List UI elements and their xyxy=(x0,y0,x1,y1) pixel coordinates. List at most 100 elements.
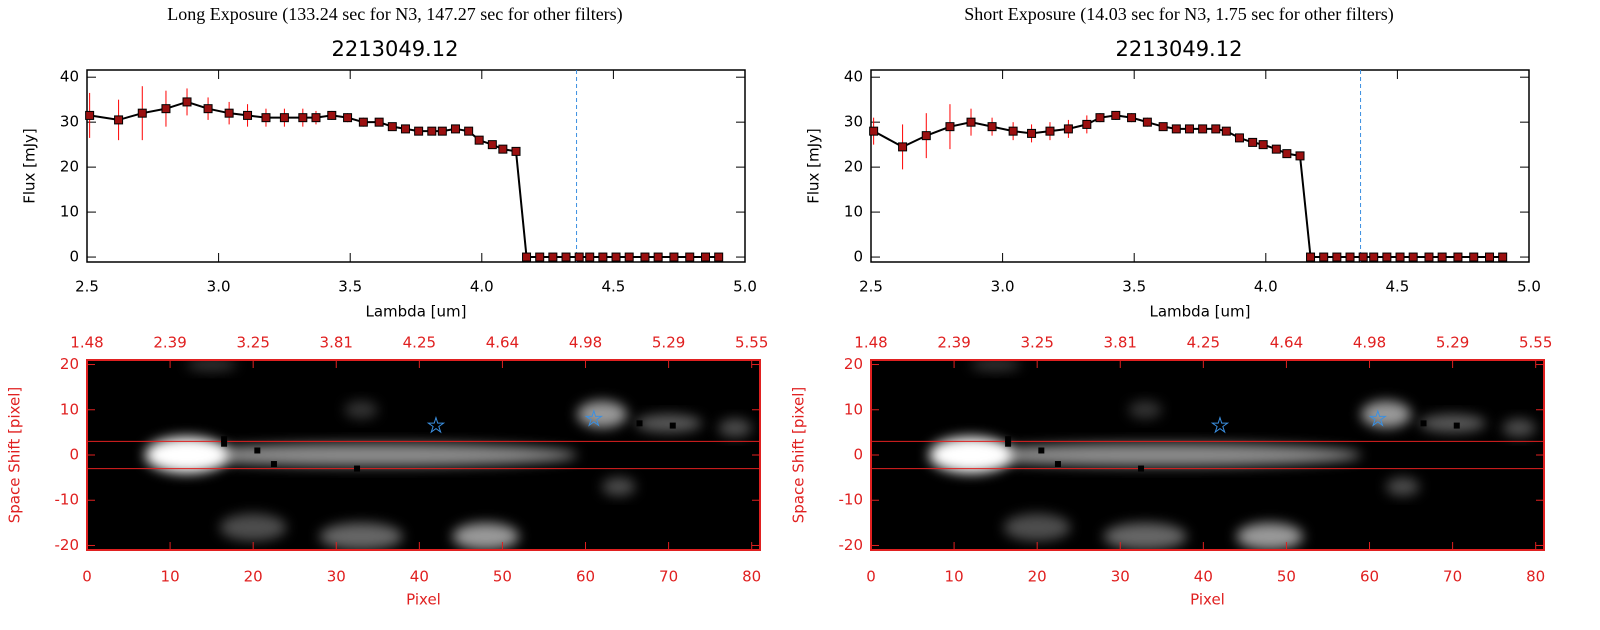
data-point xyxy=(1234,133,1244,143)
x2-tick-label: 4.25 xyxy=(403,334,436,352)
data-point xyxy=(427,126,437,136)
x-tick-label: 0 xyxy=(82,568,92,586)
image-blob xyxy=(970,360,1021,372)
data-point xyxy=(1498,252,1508,262)
y-tick-label: -20 xyxy=(839,536,864,554)
data-point xyxy=(358,117,368,127)
data-point xyxy=(1198,124,1208,134)
y-tick-label: 10 xyxy=(844,400,863,418)
spectrum-line xyxy=(873,114,1503,259)
chart-title: Long Exposure (133.24 sec for N3, 147.27… xyxy=(167,4,622,25)
image-blob xyxy=(452,522,520,550)
x-tick-label: 3.0 xyxy=(991,278,1015,296)
star-marker xyxy=(1210,415,1230,434)
image-blob xyxy=(1386,477,1420,496)
x2-tick-label: 5.29 xyxy=(652,334,685,352)
point-marker xyxy=(221,436,228,443)
x-tick-label: 5.0 xyxy=(1517,278,1541,296)
data-point xyxy=(1142,117,1152,127)
x-tick-label: 0 xyxy=(866,568,876,586)
x-tick-label: 3.5 xyxy=(1122,278,1146,296)
data-point xyxy=(1453,252,1463,262)
x2-tick-label: 4.98 xyxy=(1353,334,1386,352)
image-blob xyxy=(1128,400,1162,419)
x2-tick-label: 5.55 xyxy=(735,334,768,352)
data-point xyxy=(535,252,545,262)
data-point xyxy=(1424,252,1434,262)
image-blob xyxy=(602,477,636,496)
image-blob xyxy=(1361,400,1412,428)
point-marker xyxy=(221,440,228,447)
point-marker xyxy=(636,420,643,427)
x2-tick-label: 1.48 xyxy=(70,334,103,352)
x2-tick-label: 4.98 xyxy=(569,334,602,352)
x-tick-label: 10 xyxy=(945,568,964,586)
star-marker xyxy=(584,409,604,427)
x-axis-label: Lambda [um] xyxy=(1150,303,1251,321)
y-tick-label: 0 xyxy=(853,446,863,464)
x-tick-label: 40 xyxy=(410,568,429,586)
y-tick-label: 10 xyxy=(60,203,79,221)
chart-subtitle: 2213049.12 xyxy=(1116,37,1243,61)
image-blob xyxy=(186,360,237,372)
data-point xyxy=(1063,124,1073,134)
chart-subtitle: 2213049.12 xyxy=(332,37,459,61)
data-point xyxy=(1082,119,1092,129)
data-point xyxy=(714,252,724,262)
data-point xyxy=(1282,149,1292,159)
x2-tick-label: 3.25 xyxy=(1020,334,1053,352)
x2-tick-label: 2.39 xyxy=(153,334,186,352)
data-point xyxy=(1221,126,1231,136)
data-point xyxy=(311,113,321,123)
point-marker xyxy=(254,447,261,454)
data-point xyxy=(1095,113,1105,123)
data-point xyxy=(1469,252,1479,262)
x-tick-label: 50 xyxy=(1277,568,1296,586)
y-tick-label: -20 xyxy=(55,536,80,554)
x-axis-label: Lambda [um] xyxy=(366,303,467,321)
y-axis-label: Space Shift [pixel] xyxy=(6,387,24,524)
y-tick-label: 20 xyxy=(844,355,863,373)
data-point xyxy=(1027,128,1037,138)
x-tick-label: 40 xyxy=(1194,568,1213,586)
data-point xyxy=(1295,151,1305,161)
image-blob xyxy=(219,513,287,541)
x-tick-label: 3.5 xyxy=(338,278,362,296)
y-tick-label: 20 xyxy=(60,158,79,176)
image-blob xyxy=(635,414,702,433)
x-tick-label: 10 xyxy=(161,568,180,586)
data-point xyxy=(387,122,397,132)
data-point xyxy=(1045,126,1055,136)
data-point xyxy=(1271,144,1281,154)
data-point xyxy=(585,252,595,262)
data-point xyxy=(1111,110,1121,120)
image xyxy=(929,360,1536,550)
y-tick-label: 0 xyxy=(69,446,79,464)
data-point xyxy=(203,104,213,114)
data-point xyxy=(298,113,308,123)
x2-tick-label: 3.81 xyxy=(1104,334,1137,352)
data-point xyxy=(343,113,353,123)
point-marker xyxy=(1038,447,1045,454)
x-tick-label: 2.5 xyxy=(859,278,883,296)
data-point xyxy=(701,252,711,262)
data-point xyxy=(1008,126,1018,136)
image-blob xyxy=(1103,522,1187,550)
x-tick-label: 80 xyxy=(742,568,761,586)
data-point xyxy=(161,104,171,114)
y-tick-label: 10 xyxy=(60,400,79,418)
y-axis-label: Flux [mJy] xyxy=(805,128,823,204)
data-point xyxy=(1248,137,1258,147)
x-tick-label: 30 xyxy=(1111,568,1130,586)
x-tick-label: 4.0 xyxy=(1254,278,1278,296)
y-tick-label: 0 xyxy=(853,248,863,266)
image-blob xyxy=(1419,414,1486,433)
x2-tick-label: 5.29 xyxy=(1436,334,1469,352)
y-axis-label: Space Shift [pixel] xyxy=(790,387,808,524)
y-tick-label: 20 xyxy=(60,355,79,373)
data-point xyxy=(1258,140,1268,150)
data-point xyxy=(374,117,384,127)
data-point xyxy=(1485,252,1495,262)
x-tick-label: 4.0 xyxy=(470,278,494,296)
